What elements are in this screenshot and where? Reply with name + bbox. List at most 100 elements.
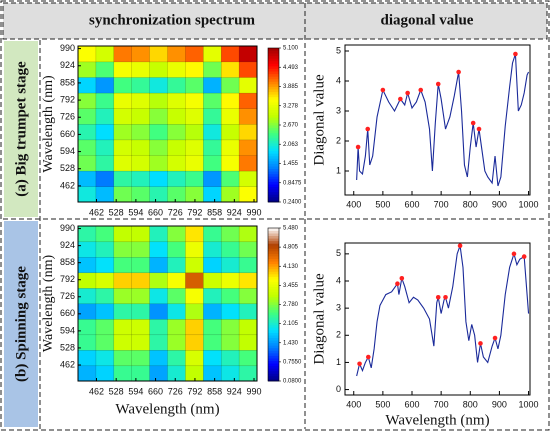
heatmap-cell xyxy=(167,45,186,63)
heatmap-cell xyxy=(77,287,97,305)
heatmap-cell xyxy=(131,256,151,274)
y-tick-label: 990 xyxy=(60,43,75,53)
colorbar-segment xyxy=(268,373,279,377)
heatmap-cell xyxy=(203,61,222,78)
colorbar-segment xyxy=(268,256,279,259)
colorbar-segment xyxy=(268,171,279,175)
heatmap-cell xyxy=(149,139,169,156)
heatmap-cell xyxy=(95,318,115,336)
colorbar-segment xyxy=(268,363,279,367)
x-tick-label: 792 xyxy=(187,386,202,396)
heatmap-cell xyxy=(131,318,151,336)
colorbar-segment xyxy=(268,168,279,172)
colorbar-segment xyxy=(268,132,279,136)
heatmap-cell xyxy=(238,45,258,63)
y-tick-label: 924 xyxy=(60,60,75,70)
heatmap-cell xyxy=(238,256,258,274)
x-tick-label: 660 xyxy=(148,386,163,396)
heatmap-cell xyxy=(131,108,151,125)
heatmap-cell xyxy=(131,170,151,187)
header-left: synchronization spectrum xyxy=(89,12,255,28)
peak-marker xyxy=(399,275,405,281)
colorbar-segment xyxy=(268,109,279,113)
colorbar-segment xyxy=(268,299,279,303)
colorbar-segment xyxy=(268,60,279,64)
peak-marker xyxy=(380,87,386,93)
colorbar-tick-label: 1.455 xyxy=(283,161,299,167)
heatmap-cell xyxy=(203,186,222,203)
heatmap-cell xyxy=(220,334,240,351)
colorbar-segment xyxy=(268,337,279,341)
heatmap-cell xyxy=(77,186,97,203)
colorbar-segment xyxy=(268,176,279,180)
colorbar-segment xyxy=(268,332,279,336)
colorbar-segment xyxy=(268,89,279,93)
heatmap-cell xyxy=(167,287,186,305)
colorbar-tick-label: 3.885 xyxy=(283,84,299,90)
colorbar-segment xyxy=(268,155,279,159)
heatmap-cell xyxy=(238,92,258,109)
colorbar-segment xyxy=(268,99,279,103)
heatmap-cell xyxy=(131,303,151,320)
colorbar-segment xyxy=(268,233,279,237)
heatmap-cell xyxy=(167,76,186,94)
x-tick-label: 924 xyxy=(227,386,242,396)
colorbar-segment xyxy=(268,186,279,190)
colorbar-segment xyxy=(268,71,279,75)
y-tick-label: 858 xyxy=(60,257,75,267)
colorbar-segment xyxy=(268,153,279,157)
colorbar-segment xyxy=(268,173,279,177)
heatmap-cell xyxy=(77,318,97,336)
x-tick-label: 700 xyxy=(434,399,449,409)
heatmap-cell xyxy=(131,76,151,94)
heatmap-cell xyxy=(131,334,151,351)
y-tick-label: 1 xyxy=(336,165,341,175)
heatmap-cell xyxy=(167,318,186,336)
colorbar-segment xyxy=(268,78,279,82)
heatmap-cell xyxy=(203,303,222,320)
heatmap-cell xyxy=(185,170,204,187)
peak-marker xyxy=(478,341,483,346)
heatmap-cell xyxy=(203,76,222,94)
colorbar-segment xyxy=(268,160,279,164)
heatmap-cell xyxy=(131,225,151,243)
heatmap-cell xyxy=(77,61,97,78)
y-tick-label: 2 xyxy=(336,135,341,145)
heatmap-cell xyxy=(167,61,186,78)
peak-marker xyxy=(456,69,461,75)
y-tick-label: 990 xyxy=(60,223,75,233)
peak-marker xyxy=(365,126,371,132)
peak-marker xyxy=(470,120,476,126)
colorbar-segment xyxy=(268,284,279,288)
heatmap-cell xyxy=(149,334,169,351)
heatmap-cell xyxy=(131,241,151,258)
colorbar-segment xyxy=(268,112,279,116)
heatmap-cell xyxy=(131,272,151,289)
heatmap-cell xyxy=(77,123,97,141)
heatmap-cell xyxy=(203,139,222,156)
y-tick-label: 4 xyxy=(336,275,341,285)
peak-marker xyxy=(405,90,410,96)
heatmap-cell xyxy=(167,123,186,141)
heatmap-cell xyxy=(113,334,133,351)
colorbar-segment xyxy=(268,324,279,328)
x-tick-label: 924 xyxy=(227,207,242,217)
colorbar-segment xyxy=(268,350,279,354)
heatmap-cell xyxy=(113,287,133,305)
heatmap-cell xyxy=(149,349,169,367)
colorbar-segment xyxy=(268,94,279,98)
heatmap-cell xyxy=(220,92,240,109)
heatmap-cell xyxy=(238,170,258,187)
heatmap-cell xyxy=(167,225,186,243)
heatmap-cell xyxy=(220,170,240,187)
heatmap-cell xyxy=(149,303,169,320)
colorbar-segment xyxy=(268,137,279,141)
colorbar-segment xyxy=(268,309,279,313)
colorbar-segment xyxy=(268,319,279,323)
colorbar-segment xyxy=(268,145,279,149)
peak-marker xyxy=(476,126,482,132)
heatmap-cell xyxy=(113,318,133,336)
heatmap-cell xyxy=(113,61,133,78)
colorbar-segment xyxy=(268,63,279,67)
